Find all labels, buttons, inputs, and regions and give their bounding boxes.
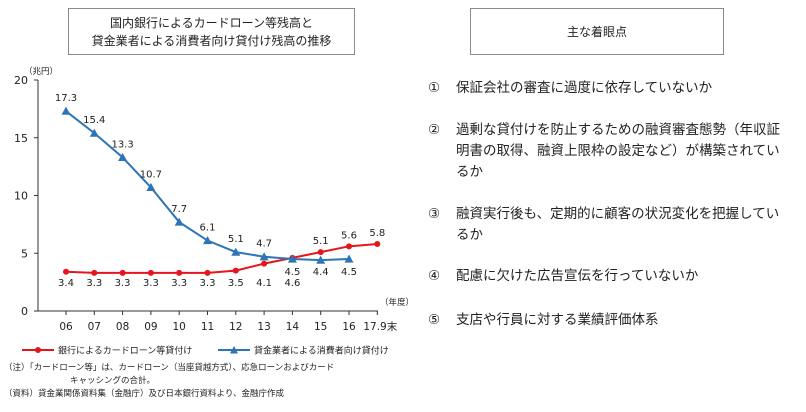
x-tick-label: 06 bbox=[59, 321, 73, 333]
data-label: 5.1 bbox=[313, 236, 329, 247]
series-2-point bbox=[344, 254, 354, 263]
x-tick-label: 16 bbox=[342, 321, 356, 333]
series-2-point bbox=[61, 106, 71, 115]
series-1-point bbox=[374, 241, 381, 248]
data-label: 3.3 bbox=[171, 278, 187, 289]
series-1-point bbox=[204, 269, 211, 276]
series-2-point bbox=[259, 252, 269, 261]
legend-label: 貸金業者による消費者向け貸付け bbox=[254, 345, 389, 357]
series-2-point bbox=[316, 255, 326, 264]
data-label: 5.6 bbox=[341, 230, 357, 241]
data-label: 6.1 bbox=[200, 223, 216, 234]
note-line-1: （注）「カードローン等」は、カードローン（当座貸越方式）、応急ローンおよびカード bbox=[4, 363, 335, 373]
x-tick-label: 12 bbox=[229, 321, 242, 333]
point-text: 支店や行員に対する業績評価体系 bbox=[456, 312, 659, 328]
data-label: 5.8 bbox=[369, 228, 385, 239]
series-2-point bbox=[287, 254, 297, 263]
point-item-1: ① 保証会社の審査に過度に依存していないか bbox=[428, 78, 786, 99]
data-label: 17.3 bbox=[55, 93, 77, 104]
x-tick-label: 08 bbox=[116, 321, 129, 333]
series-2-point bbox=[174, 217, 184, 226]
chart-title-line1: 国内銀行によるカードローン等残高と bbox=[109, 15, 314, 30]
point-text: 融資実行後も、定期的に顧客の状況変化を把握しているか bbox=[456, 206, 780, 243]
y-tick-label: 10 bbox=[14, 190, 28, 203]
chart-title-box: 国内銀行によるカードローン等残高と 貸金業者による消費者向け貸付け残高の推移 bbox=[68, 8, 355, 55]
point-number: ④ bbox=[428, 268, 441, 284]
series-2-point bbox=[118, 152, 128, 161]
x-axis-unit-label: （年度） bbox=[380, 297, 414, 308]
data-label: 4.7 bbox=[256, 239, 272, 250]
series-2-point bbox=[231, 247, 241, 256]
series-1-point bbox=[119, 269, 126, 276]
data-label: 4.5 bbox=[284, 267, 300, 278]
y-tick-label: 0 bbox=[21, 305, 28, 318]
chart-notes: （注）「カードローン等」は、カードローン（当座貸越方式）、応急ローンおよびカード… bbox=[4, 362, 334, 401]
point-text: 過剰な貸付けを防止するための融資審査態勢（年収証明書の取得、融資上限枠の設定など… bbox=[456, 122, 780, 180]
series-1-point bbox=[176, 269, 183, 276]
series-line-1 bbox=[65, 243, 378, 274]
series-1-point bbox=[91, 269, 98, 276]
y-tick-label: 15 bbox=[14, 132, 28, 145]
series-2-point bbox=[89, 128, 99, 137]
x-tick-label: 15 bbox=[314, 321, 327, 333]
point-text: 配慮に欠けた広告宣伝を行っていないか bbox=[456, 268, 699, 284]
x-tick-label: 14 bbox=[286, 321, 300, 333]
data-label: 13.3 bbox=[111, 139, 133, 150]
x-tick-label: 09 bbox=[144, 321, 157, 333]
data-label: 15.4 bbox=[83, 115, 105, 126]
x-tick-label: 07 bbox=[88, 321, 101, 333]
point-item-3: ③ 融資実行後も、定期的に顧客の状況変化を把握しているか bbox=[428, 204, 786, 246]
y-axis-unit-label: （兆円） bbox=[24, 66, 58, 77]
point-text: 保証会社の審査に過度に依存していないか bbox=[456, 80, 713, 96]
point-item-4: ④ 配慮に欠けた広告宣伝を行っていないか bbox=[428, 266, 786, 287]
x-tick-label: 17.9末 bbox=[363, 320, 397, 333]
data-label: 3.3 bbox=[115, 278, 131, 289]
point-number: ③ bbox=[428, 206, 441, 222]
series-1-point bbox=[261, 260, 268, 267]
x-tick-label: 13 bbox=[257, 321, 270, 333]
legend-marker-triangle bbox=[230, 346, 238, 354]
points-title: 主な着眼点 bbox=[566, 24, 627, 39]
data-label: 3.5 bbox=[228, 278, 244, 289]
x-tick-label: 11 bbox=[201, 321, 214, 333]
points-title-box: 主な着眼点 bbox=[470, 8, 724, 55]
series-1-point bbox=[232, 267, 239, 274]
data-label: 3.3 bbox=[143, 278, 159, 289]
point-number: ⑤ bbox=[428, 312, 441, 328]
line-chart: 0 5 10 15 20（兆円） 06 07 08 09 10 11 12 13 14 15 16 17.9末 （… bbox=[14, 66, 414, 357]
data-label: 4.1 bbox=[256, 278, 272, 289]
note-line-2: キャッシングの合計。 bbox=[70, 376, 156, 386]
point-item-5: ⑤ 支店や行員に対する業績評価体系 bbox=[428, 310, 786, 331]
data-label: 5.1 bbox=[228, 234, 244, 245]
data-label: 4.6 bbox=[284, 278, 300, 289]
y-tick-label: 20 bbox=[14, 74, 28, 87]
point-number: ① bbox=[428, 80, 441, 96]
data-label: 4.4 bbox=[313, 267, 329, 278]
series-1-point bbox=[63, 268, 69, 275]
series-1-point bbox=[147, 269, 154, 276]
x-tick-label: 10 bbox=[173, 321, 186, 333]
point-item-2: ② 過剰な貸付けを防止するための融資審査態勢（年収証明書の取得、融資上限枠の設定… bbox=[428, 120, 791, 183]
chart-title-line2: 貸金業者による消費者向け貸付け残高の推移 bbox=[91, 33, 332, 48]
data-label: 4.5 bbox=[341, 267, 357, 278]
y-tick-label: 5 bbox=[21, 247, 28, 260]
data-label: 10.7 bbox=[140, 169, 162, 180]
data-label: 3.4 bbox=[58, 278, 74, 289]
data-label: 7.7 bbox=[171, 204, 187, 215]
series-2-point bbox=[146, 182, 156, 192]
note-source: （資料）貸金業関係資料集（金融庁）及び日本銀行資料より、金融庁作成 bbox=[4, 389, 284, 399]
legend-marker-circle bbox=[35, 347, 41, 353]
series-1-point bbox=[346, 243, 352, 250]
data-label: 3.3 bbox=[86, 278, 102, 289]
series-2-point bbox=[203, 236, 212, 245]
point-number: ② bbox=[428, 122, 441, 138]
data-label: 3.3 bbox=[200, 278, 216, 289]
series-1-point bbox=[317, 249, 324, 256]
legend-label: 銀行によるカードローン等貸付け bbox=[58, 345, 192, 357]
